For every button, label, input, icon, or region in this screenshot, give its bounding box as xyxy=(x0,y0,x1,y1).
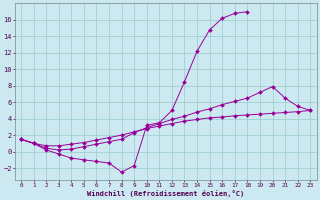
X-axis label: Windchill (Refroidissement éolien,°C): Windchill (Refroidissement éolien,°C) xyxy=(87,190,244,197)
